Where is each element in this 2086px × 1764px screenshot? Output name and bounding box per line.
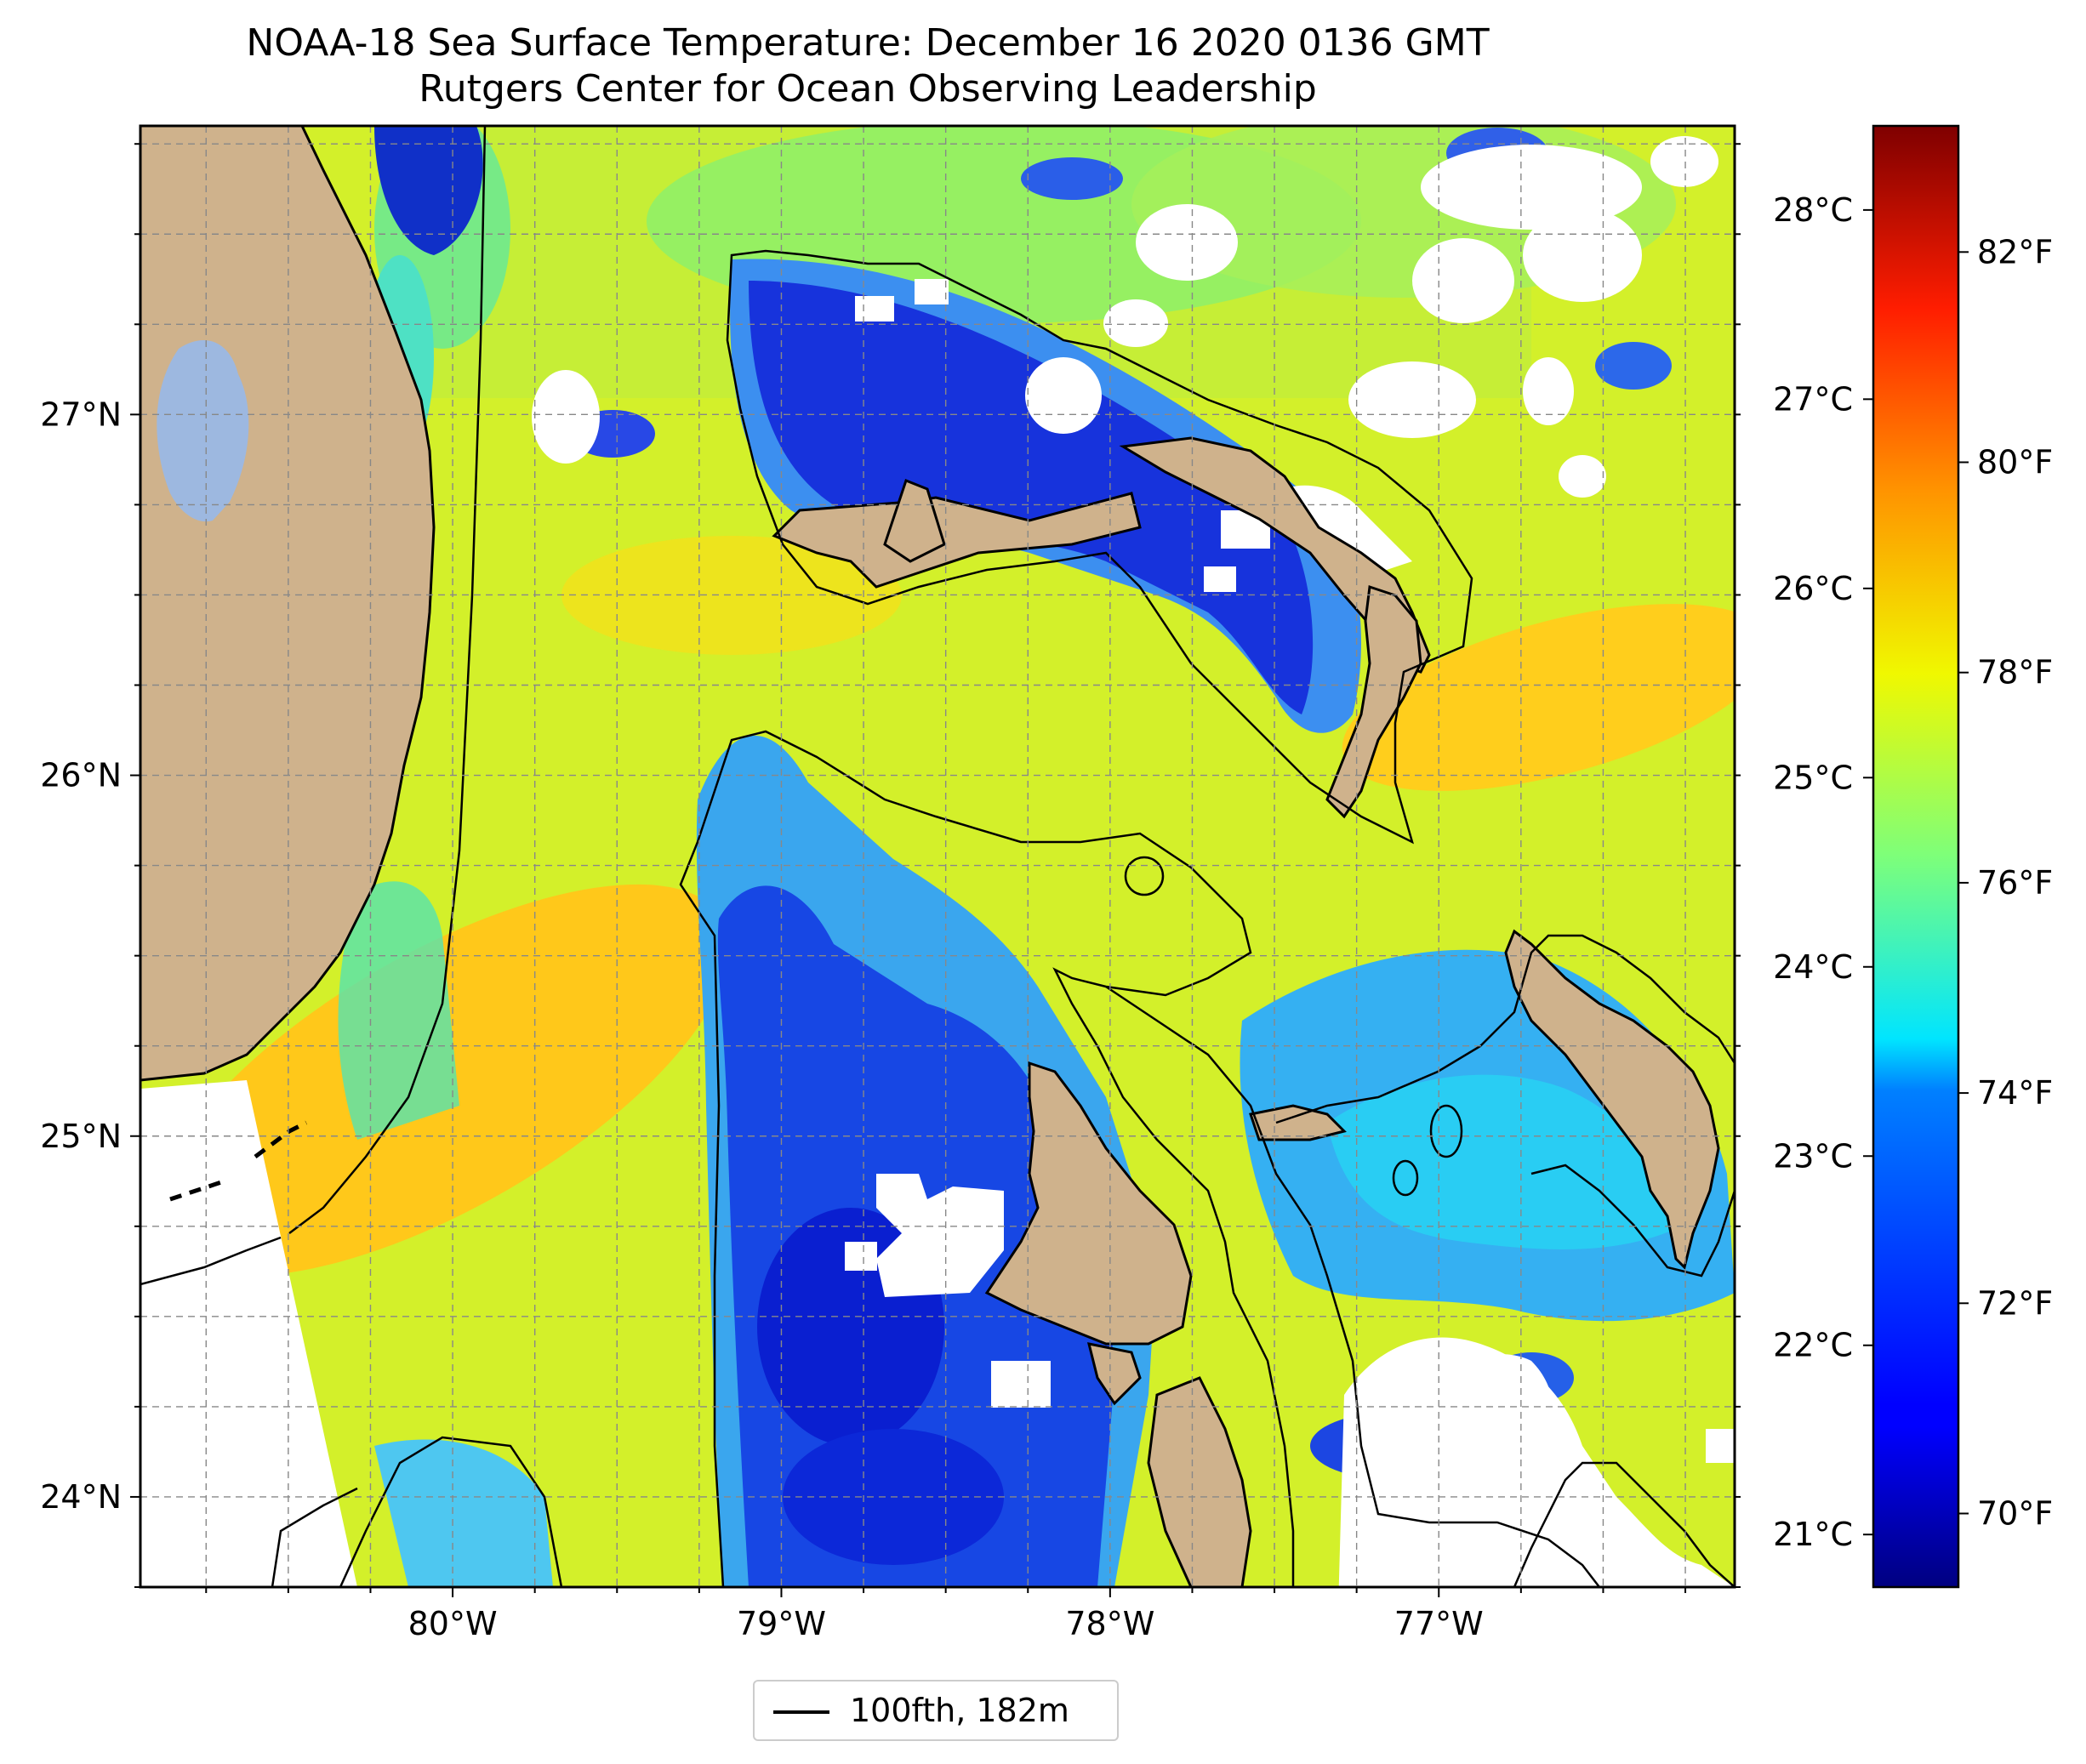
no-data-areas	[140, 136, 1735, 1587]
longitude-axis: 80°W 79°W 78°W 77°W	[205, 1587, 1687, 1642]
map-frame	[139, 124, 1736, 1589]
lon-tick-label: 80°W	[408, 1605, 498, 1642]
celsius-tick-label: 25°C	[1773, 759, 1853, 796]
latitude-axis: 24°N 25°N 26°N 27°N	[40, 143, 1741, 1588]
fahrenheit-tick-label: 78°F	[1977, 654, 2053, 691]
celsius-scale: 21°C 22°C 23°C 24°C 25°C 26°C 27°C 28°C	[1773, 191, 1873, 1553]
lon-tick-label: 77°W	[1394, 1605, 1484, 1642]
colorbar-frame	[1872, 124, 1960, 1589]
map-subtitle: Rutgers Center for Ocean Observing Leade…	[419, 67, 1317, 111]
isobath-legend-label: 100fth, 182m	[850, 1692, 1069, 1729]
sst-field	[140, 126, 1735, 1587]
fahrenheit-tick-label: 80°F	[1977, 444, 2053, 481]
lake-okeechobee	[157, 340, 249, 522]
isobath-100fth	[140, 126, 1735, 1587]
fahrenheit-scale: 70°F 72°F 74°F 76°F 78°F 80°F 82°F	[1958, 233, 2053, 1532]
lon-tick-label: 78°W	[1065, 1605, 1154, 1642]
fahrenheit-tick-label: 72°F	[1977, 1284, 2053, 1322]
map-title: NOAA-18 Sea Surface Temperature: Decembe…	[246, 21, 1490, 65]
lon-tick-label: 79°W	[737, 1605, 826, 1642]
celsius-tick-label: 22°C	[1773, 1327, 1853, 1364]
lat-tick-label: 25°N	[40, 1118, 122, 1155]
lat-tick-label: 27°N	[40, 395, 122, 433]
fahrenheit-tick-label: 82°F	[1977, 233, 2053, 270]
lat-tick-label: 24°N	[40, 1478, 122, 1516]
bahamas-land	[772, 436, 1720, 1587]
fahrenheit-tick-label: 76°F	[1977, 864, 2053, 902]
celsius-tick-label: 28°C	[1773, 191, 1853, 229]
celsius-tick-label: 24°C	[1773, 948, 1853, 986]
celsius-tick-label: 26°C	[1773, 570, 1853, 607]
colorbar	[1873, 126, 1958, 1587]
lat-tick-label: 26°N	[40, 757, 122, 794]
fahrenheit-tick-label: 70°F	[1977, 1494, 2053, 1532]
celsius-tick-label: 27°C	[1773, 380, 1853, 418]
fahrenheit-tick-label: 74°F	[1977, 1074, 2053, 1112]
isobath-legend-swatch	[773, 1710, 829, 1714]
celsius-tick-label: 21°C	[1773, 1516, 1853, 1553]
celsius-tick-label: 23°C	[1773, 1137, 1853, 1175]
map-legend: 100fth, 182m	[753, 1680, 1119, 1741]
map-grid	[140, 126, 1735, 1587]
